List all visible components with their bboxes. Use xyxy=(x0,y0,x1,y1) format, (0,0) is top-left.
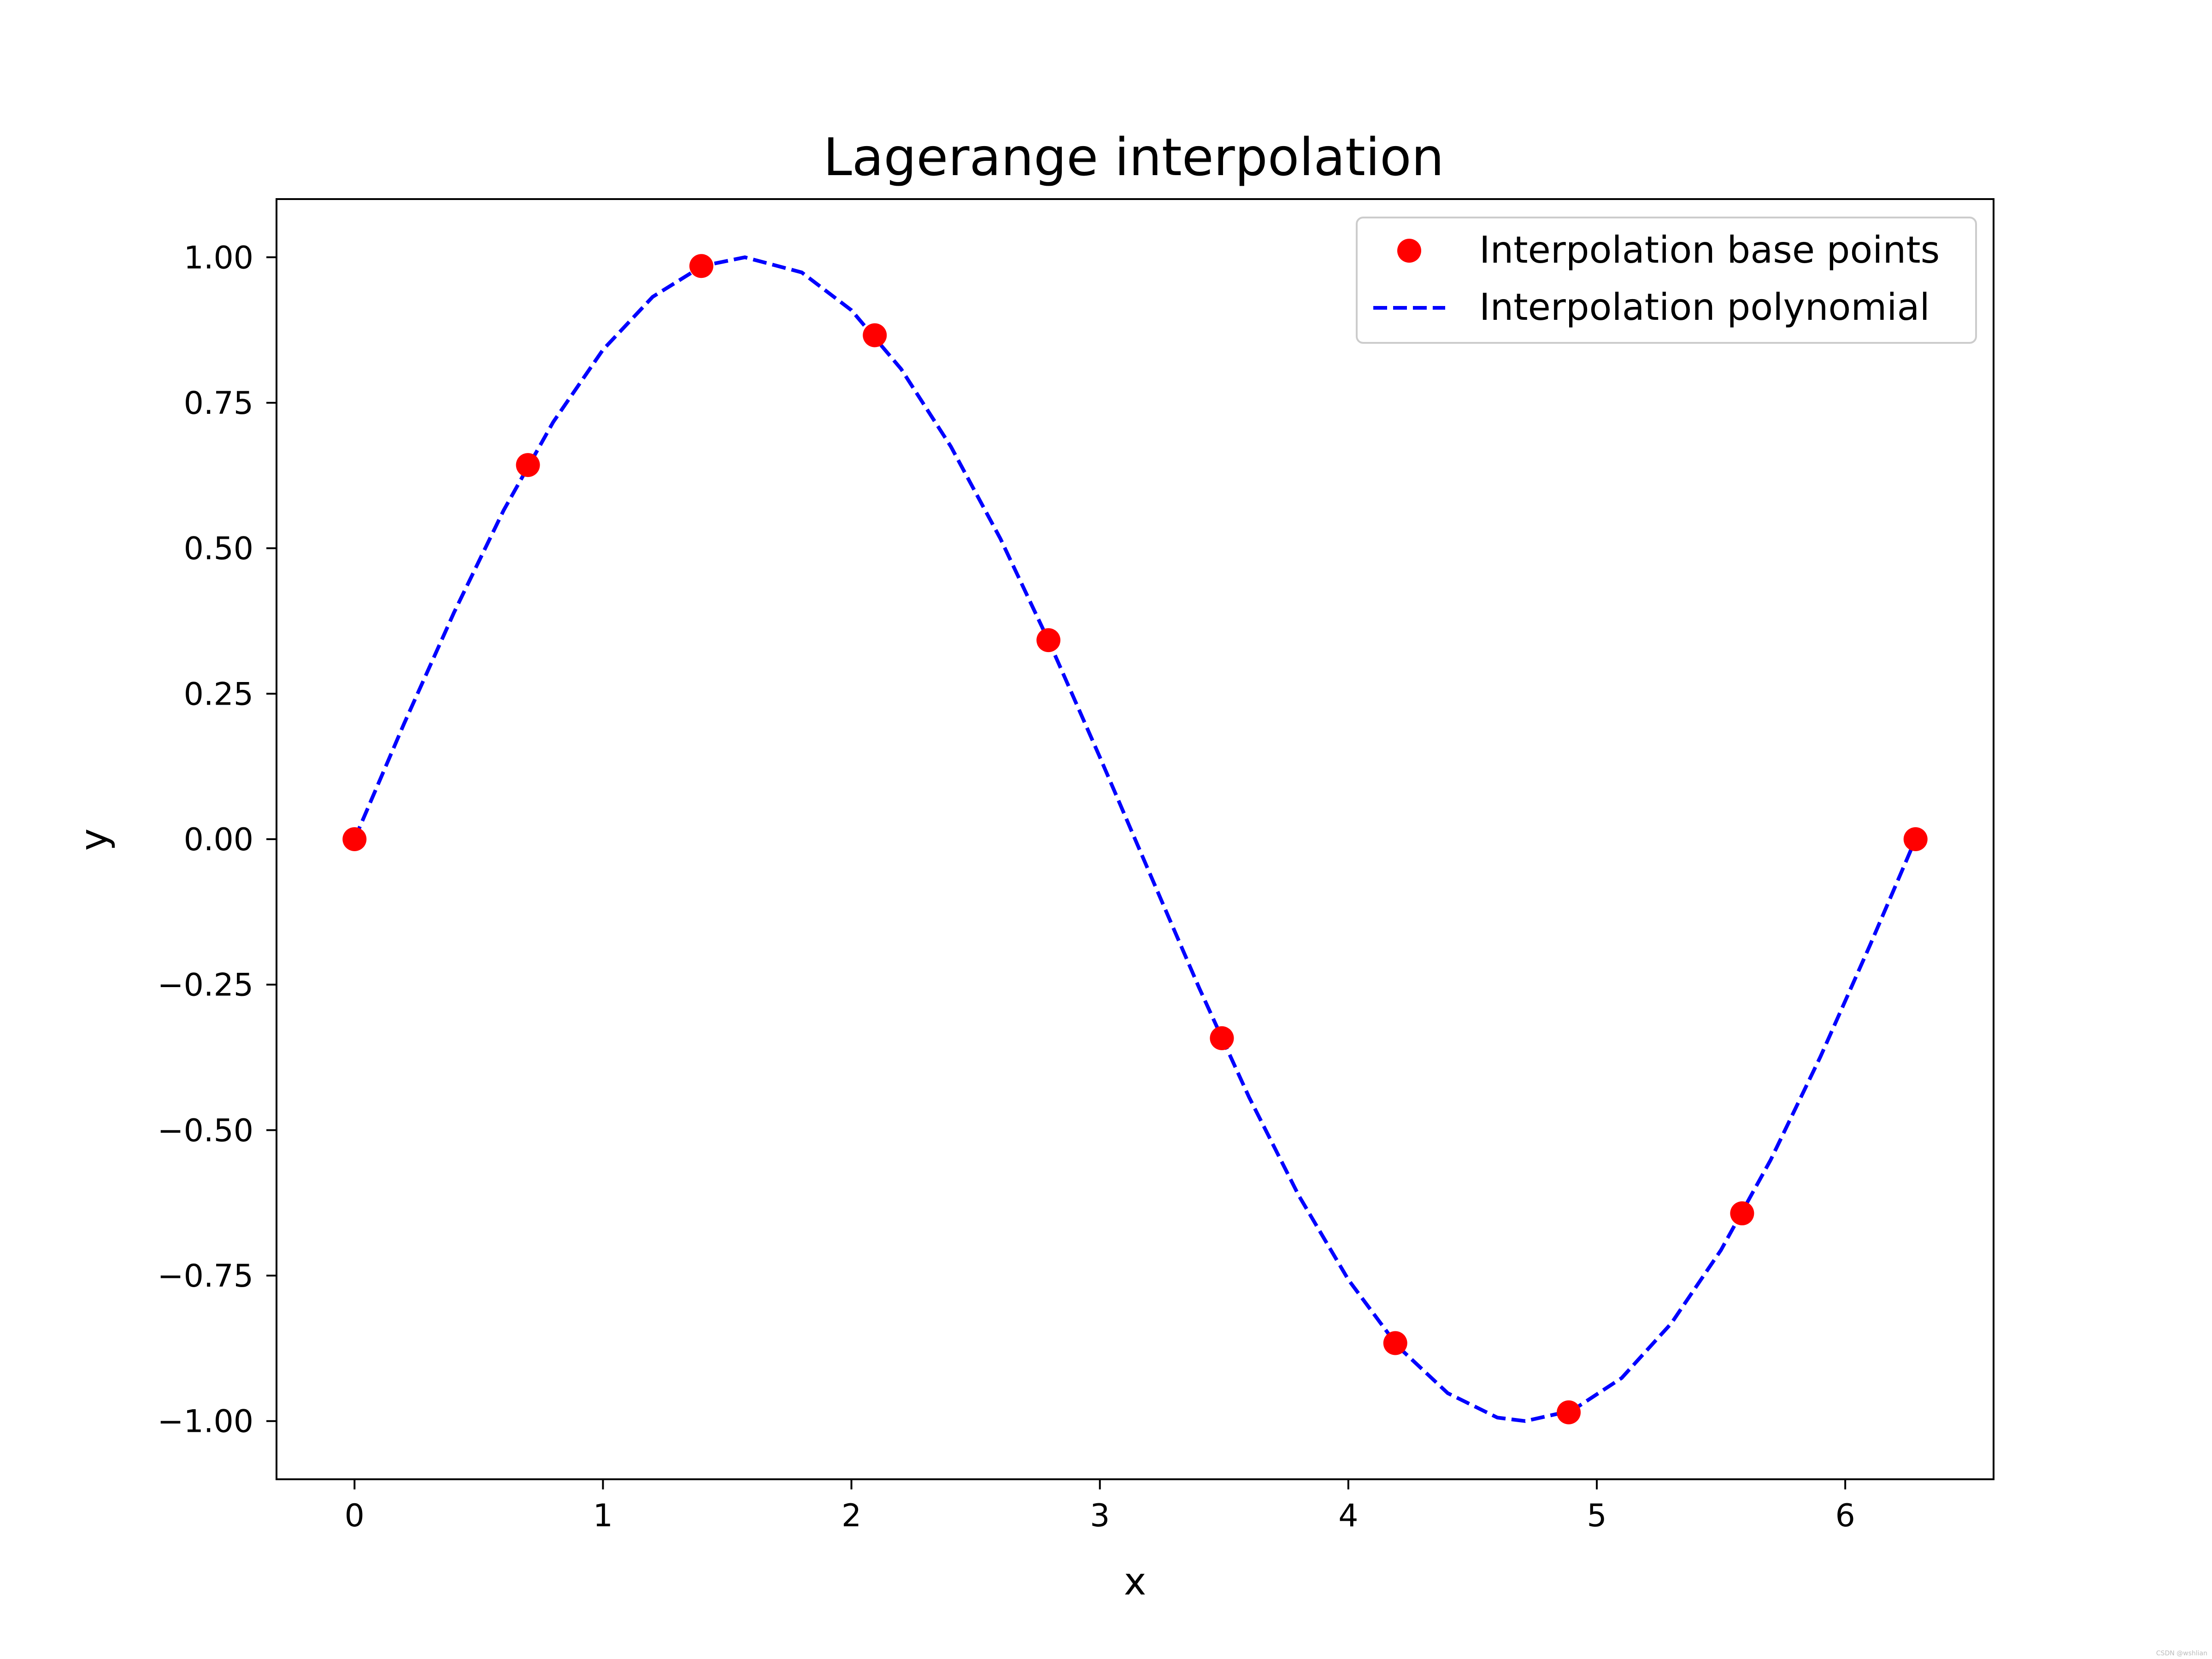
y-tick-label: 0.25 xyxy=(184,676,253,712)
y-tick-label: −0.25 xyxy=(158,967,253,1004)
y-tick-label: 0.50 xyxy=(184,531,253,567)
y-tick-label: −0.50 xyxy=(158,1112,253,1149)
legend-marker-base-points xyxy=(1397,239,1421,263)
y-axis: 1.00 0.75 0.50 0.25 0.00 −0.25 −0.50 −0.75 −1.00 xyxy=(158,240,276,1440)
y-tick-label: −0.75 xyxy=(158,1258,253,1294)
watermark: CSDN @wshlian xyxy=(2156,1650,2207,1657)
y-tick-label: 1.00 xyxy=(184,240,253,276)
x-tick-label: 6 xyxy=(1835,1498,1855,1534)
x-tick-label: 3 xyxy=(1090,1498,1110,1534)
x-tick-label: 5 xyxy=(1587,1498,1606,1534)
base-point xyxy=(1210,1026,1234,1050)
base-point xyxy=(1557,1400,1581,1424)
base-point xyxy=(1383,1331,1407,1355)
legend-label-polynomial: Interpolation polynomial xyxy=(1479,286,1930,329)
base-point xyxy=(1903,827,1928,851)
y-axis-label: y xyxy=(72,829,116,851)
base-point xyxy=(516,453,540,477)
y-tick-label: −1.00 xyxy=(158,1404,253,1440)
base-point xyxy=(1036,628,1061,653)
legend-box xyxy=(1356,217,1977,344)
legend-label-base-points: Interpolation base points xyxy=(1479,229,1940,271)
x-tick-label: 0 xyxy=(345,1498,365,1534)
y-tick-label: 0.00 xyxy=(184,822,253,858)
base-point xyxy=(342,827,367,851)
x-tick-label: 1 xyxy=(593,1498,613,1534)
legend: Interpolation base points Interpolation … xyxy=(1356,217,1977,344)
chart-title: Lagerange interpolation xyxy=(823,128,1444,188)
x-tick-label: 2 xyxy=(841,1498,861,1534)
x-tick-label: 4 xyxy=(1338,1498,1358,1534)
base-point xyxy=(863,323,887,347)
base-point xyxy=(689,254,713,278)
series-layer xyxy=(342,254,1928,1424)
x-axis: 0 1 2 3 4 5 6 xyxy=(345,1479,1855,1534)
x-axis-label: x xyxy=(1124,1560,1147,1604)
y-tick-label: 0.75 xyxy=(184,385,253,422)
base-point xyxy=(1730,1201,1754,1225)
polynomial-line xyxy=(353,255,1918,1423)
